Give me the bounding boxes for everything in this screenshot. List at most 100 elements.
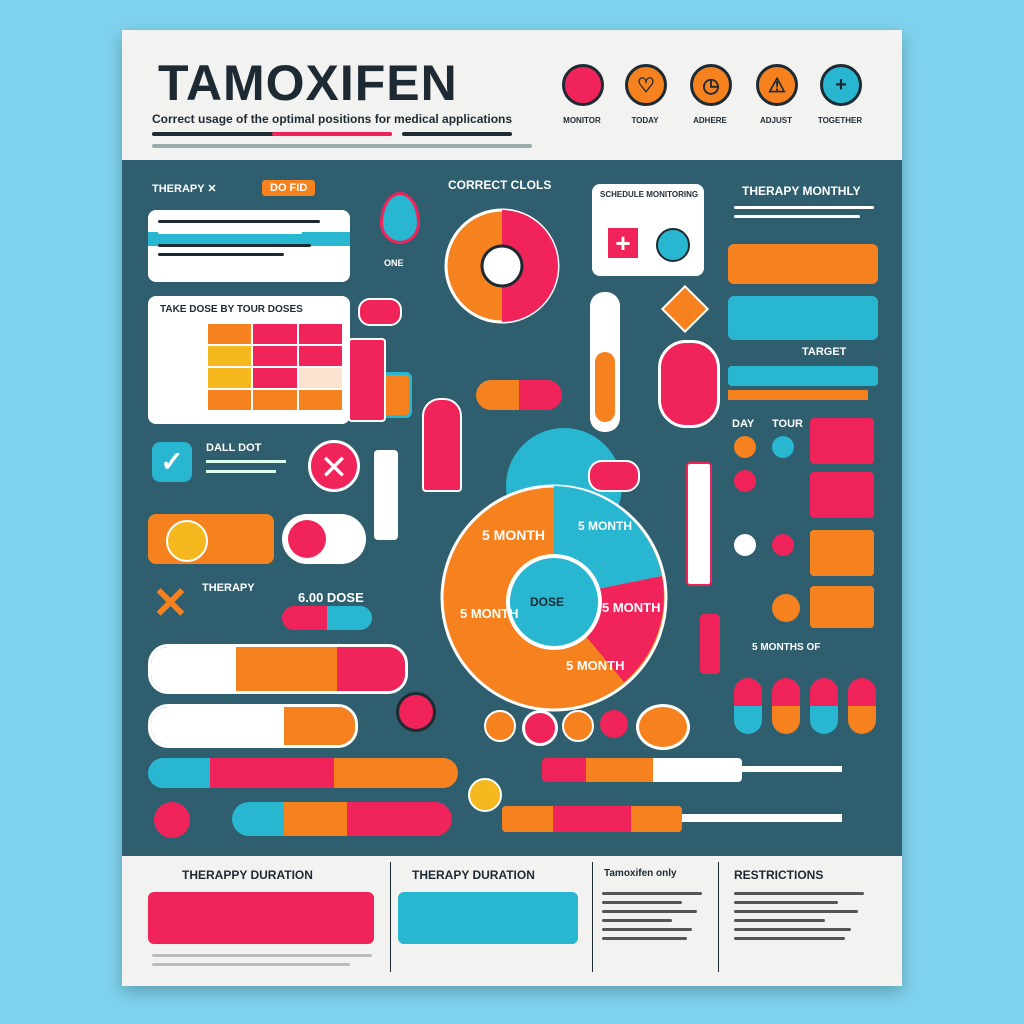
therapy-x-label: THERAPY [202,582,255,594]
dot [734,436,756,458]
pie-label: 5 MONTH [460,606,519,621]
page-title: TAMOXIFEN [158,55,458,111]
footer-title-1: THERAPPY DURATION [182,868,313,882]
tool-icon [468,778,502,812]
check-label: DALL DOT [206,442,262,454]
syringe-icon [348,338,386,422]
icon-label: ADJUST [759,116,792,125]
virus-icon [166,520,208,562]
capsule-toggle [282,514,366,564]
target-label: TARGET [802,346,847,358]
table-grid [156,324,342,410]
text-line [272,132,392,136]
dot [772,594,800,622]
text-lines [734,892,864,946]
cyan-box [398,892,578,944]
pink-box [148,892,374,944]
round-icon [656,228,690,262]
syringe-plunger [682,814,842,822]
tube-icon [700,614,720,674]
check-icon: ✓ [152,442,192,482]
text-lines [734,206,874,224]
pie-center-label: DOSE [530,595,564,609]
text-lines [158,220,338,262]
top-donut [444,208,560,324]
capsule [848,678,876,734]
dot [562,710,594,742]
orange-box [728,244,878,284]
red-dot [396,692,436,732]
syringe [502,806,682,832]
long-pill [148,644,408,694]
small-pill [358,298,402,326]
footer-title-3: Tamoxifen only [604,868,677,879]
divider [718,862,719,972]
icon-label: TODAY [631,116,659,125]
capsule [772,678,800,734]
diamond-icon [660,284,710,334]
syringe-plunger [742,766,842,772]
divider [592,862,593,972]
subtitle: Correct usage of the optimal positions f… [152,112,513,126]
icon-label: ADHERE [693,116,727,125]
therapy-badge: DO FID [262,180,316,196]
header: TAMOXIFEN Correct usage of the optimal p… [122,30,902,160]
small-pill [588,460,640,492]
pie-center [506,554,602,650]
long-pill [148,704,358,748]
syringe-icon [374,450,398,540]
months-label: 5 MONTHS OF [752,642,821,653]
clock-icon: ◷ [690,64,732,106]
center-title: CORRECT CLOLS [448,178,552,192]
text-line [152,144,532,148]
info-card [148,210,350,282]
toggle-knob [288,520,326,558]
dropper-icon [562,64,604,106]
red-box [810,472,874,518]
orange-box [810,586,874,628]
dose-label: 6.00 DOSE [298,590,364,605]
small-label: ONE [384,258,404,268]
table-band [148,232,350,246]
side-label-b: TOUR [772,418,803,430]
pie-label: 5 MONTH [482,527,545,543]
dot [484,710,516,742]
dose-table: TAKE DOSE BY TOUR DOSES [148,296,350,424]
warning-icon: ⚠ [756,64,798,106]
pie-label: 5 MONTH [578,519,632,533]
capsule [734,678,762,734]
donut-hole [480,244,524,288]
cyan-bar [728,366,878,386]
speech-bubble: SCHEDULE MONITORING + [592,184,704,276]
long-pill [232,802,452,836]
test-tube-icon [590,292,620,432]
red-box [810,418,874,464]
capsule [810,678,838,734]
table-title: TAKE DOSE BY TOUR DOSES [160,304,303,315]
orange-box [810,530,874,576]
text-line [206,470,276,473]
right-title: THERAPY MONTHLY [742,184,861,198]
dot [636,704,690,750]
therapy-label: THERAPY ✕ [152,183,217,195]
bubble-title: SCHEDULE MONITORING [600,190,699,199]
cyan-box [728,296,878,340]
heart-icon: ♡ [625,64,667,106]
orange-bar [728,390,868,400]
donut-half [502,210,558,322]
close-icon: ✕ [308,440,360,492]
tube-icon [422,398,462,492]
pill [282,606,372,630]
syringe [542,758,742,782]
bottle-icon [658,340,720,428]
dot [734,534,756,556]
footer-title-2: THERAPY DURATION [412,868,535,882]
footer: THERAPPY DURATION THERAPY DURATION Tamox… [122,856,902,986]
icon-label: TOGETHER [817,116,863,125]
icon-label: MONITOR [563,116,601,125]
dot [772,534,794,556]
text-line [206,460,286,463]
long-pill [148,758,458,788]
side-label-a: DAY [732,418,755,430]
divider [390,862,391,972]
